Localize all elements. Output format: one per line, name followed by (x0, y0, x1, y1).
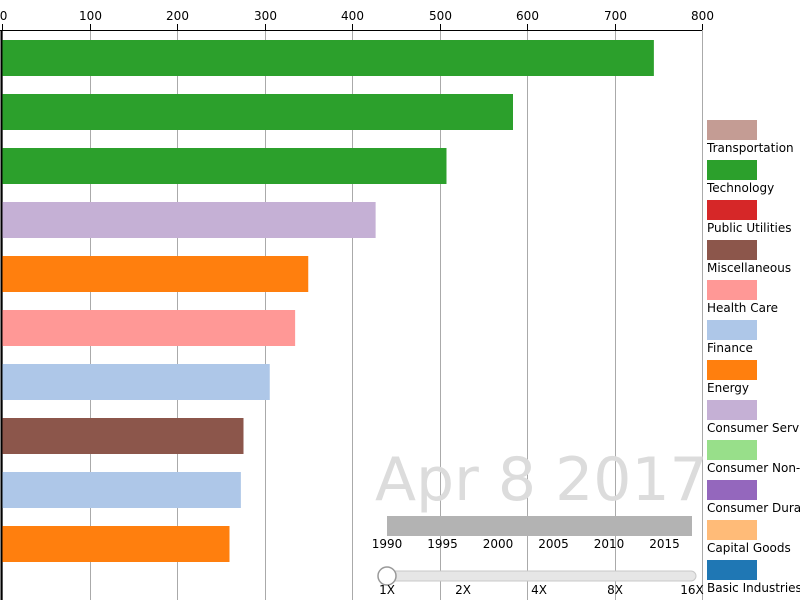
timeline-tick-label: 2015 (649, 537, 680, 551)
x-tick-label: 100 (79, 9, 102, 23)
legend-swatch (707, 560, 757, 580)
legend-swatch (707, 200, 757, 220)
speed-tick-label: 16X (680, 583, 704, 597)
legend-label: Capital Goods (707, 541, 791, 555)
bar (2, 526, 230, 562)
timeline-tick-label: 1995 (427, 537, 458, 551)
legend-swatch (707, 280, 757, 300)
legend-label: Finance (707, 341, 753, 355)
x-tick-label: 0 (0, 9, 7, 23)
legend-swatch (707, 160, 757, 180)
legend-item: Energy (707, 360, 800, 400)
legend-label: Technology (707, 181, 775, 195)
timeline-axis: 1990 1995 2000 2005 2010 2015 (372, 537, 680, 551)
speed-tick-label: 2X (455, 583, 471, 597)
legend-swatch (707, 400, 757, 420)
x-tick-label: 800 (691, 9, 714, 23)
legend-item: Technology (707, 160, 800, 200)
bar (2, 148, 447, 184)
legend-item: Capital Goods (707, 520, 800, 560)
speed-slider-handle[interactable] (377, 566, 397, 586)
legend-item: Health Care (707, 280, 800, 320)
legend-item: Basic Industries (707, 560, 800, 600)
legend-swatch (707, 240, 757, 260)
x-tick-label: 700 (604, 9, 627, 23)
legend-label: Basic Industries (707, 581, 800, 595)
legend-swatch (707, 440, 757, 460)
bars (2, 40, 654, 562)
timeline-tick-label: 2010 (594, 537, 625, 551)
legend-label: Miscellaneous (707, 261, 792, 275)
legend-swatch (707, 360, 757, 380)
legend-item: Consumer Non-Durables (707, 440, 800, 480)
x-axis: 0 100 200 300 400 500 600 700 800 (0, 9, 714, 30)
x-tick-label: 600 (516, 9, 539, 23)
bar (2, 94, 513, 130)
speed-scale: 1X 2X 4X 8X 16X (379, 583, 704, 597)
x-tick-label: 300 (254, 9, 277, 23)
legend-item: Finance (707, 320, 800, 360)
bar (2, 40, 654, 76)
bar (2, 364, 270, 400)
speed-tick-label: 4X (531, 583, 547, 597)
bar (2, 202, 376, 238)
legend-item: Miscellaneous (707, 240, 800, 280)
legend-item: Consumer Services (707, 400, 800, 440)
x-tick-label: 500 (429, 9, 452, 23)
timeline-tick-label: 1990 (372, 537, 403, 551)
legend-swatch (707, 480, 757, 500)
legend-swatch (707, 520, 757, 540)
legend: Transportation Technology Public Utilities… (707, 120, 800, 600)
legend-label: Consumer Durables (707, 501, 800, 515)
bar (2, 418, 244, 454)
legend-swatch (707, 320, 757, 340)
legend-label: Energy (707, 381, 750, 395)
current-date-label: Apr 8 2017 (375, 445, 708, 515)
legend-swatch (707, 120, 757, 140)
bar (2, 256, 309, 292)
x-tick-label: 200 (166, 9, 189, 23)
legend-item: Consumer Durables (707, 480, 800, 520)
legend-label: Consumer Services (707, 421, 800, 435)
timeline-tick-label: 2005 (538, 537, 569, 551)
bar (2, 472, 241, 508)
x-tick-label: 400 (341, 9, 364, 23)
legend-label: Public Utilities (707, 221, 792, 235)
legend-label: Consumer Non-Durables (707, 461, 800, 475)
speed-slider-track[interactable] (385, 570, 697, 582)
legend-label: Health Care (707, 301, 779, 315)
legend-label: Transportation (707, 141, 794, 155)
speed-tick-label: 1X (379, 583, 395, 597)
legend-item: Public Utilities (707, 200, 800, 240)
legend-item: Transportation (707, 120, 800, 160)
speed-tick-label: 8X (607, 583, 623, 597)
timeline-progress-bar[interactable] (387, 516, 692, 536)
bar (2, 310, 296, 346)
timeline-tick-label: 2000 (483, 537, 514, 551)
